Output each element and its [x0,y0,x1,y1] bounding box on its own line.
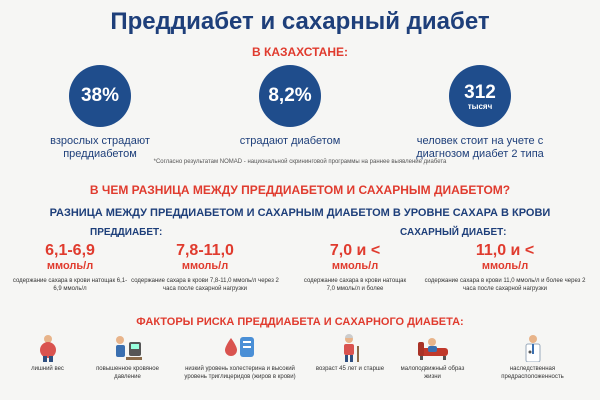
value-number: 7,8-11,0 [176,242,234,259]
value-unit: ммоль/л [46,260,94,272]
value-description: содержание сахара в крови 7,8-11,0 ммоль… [131,278,279,292]
value-number: 7,0 и < [329,242,381,259]
prediabetes-fasting-value: 6,1-6,9 ммоль/л содержание сахара в кров… [10,241,130,293]
elderly-person-icon [332,334,368,362]
risk-factor-heredity: наследственная предрасположенность [480,334,585,381]
stat-circle: 38% [69,65,131,127]
value-unit: ммоль/л [181,260,229,272]
sedentary-person-icon [415,334,451,362]
overweight-person-icon [30,334,66,362]
prediabetes-load-value: 7,8-11,0 ммоль/л содержание сахара в кро… [130,241,280,293]
doctor-icon [515,334,551,362]
risk-factors-title: ФАКТОРЫ РИСКА ПРЕДДИАБЕТА И САХАРНОГО ДИ… [136,316,464,328]
risk-factor-age: возраст 45 лет и старше [315,334,385,373]
risk-factor-label: возраст 45 лет и старше [315,366,385,372]
stat-value: 38% [80,85,120,106]
difference-question: В ЧЕМ РАЗНИЦА МЕЖДУ ПРЕДДИАБЕТОМ И САХАР… [89,183,511,197]
blood-drop-icon [222,334,258,362]
diabetes-load-value: 11,0 и < ммоль/л содержание сахара в кро… [420,241,590,293]
difference-subheading: РАЗНИЦА МЕЖДУ ПРЕДДИАБЕТОМ И САХАРНЫМ ДИ… [49,207,551,219]
blood-pressure-icon [110,334,146,362]
value-number: 11,0 и < [475,242,535,259]
value-unit: ммоль/л [481,260,529,272]
stat-description: взрослых страдают преддиабетом [50,135,150,160]
page-title: Преддиабет и сахарный диабет [110,8,490,35]
risk-factor-label: лишний вес [31,366,64,372]
risk-factor-label: наследственная предрасположенность [501,366,564,380]
value-description: содержание сахара в крови натощак 7,0 мм… [303,278,407,292]
stat-diabetes: 8,2% страдают диабетом [225,65,355,148]
footnote: *Согласно результатам NOMAD - национальн… [153,159,447,165]
stat-circle: 312 тысяч [449,65,511,127]
risk-factor-sedentary: малоподвижный образ жизни [395,334,470,381]
stat-description: человек стоит на учете с диагнозом диабе… [416,135,544,160]
stat-value: 8,2% [268,85,312,106]
stat-registered: 312 тысяч человек стоит на учете с диагн… [395,65,565,161]
value-description: содержание сахара в крови 11,0 ммоль/л и… [424,278,586,292]
value-description: содержание сахара в крови натощак 6,1-6,… [12,278,128,292]
risk-factor-overweight: лишний вес [15,334,80,373]
risk-factor-label: малоподвижный образ жизни [400,366,465,380]
stat-description: страдают диабетом [239,135,341,147]
stat-circle: 8,2% [259,65,321,127]
prediabetes-header: ПРЕДДИАБЕТ: [90,227,163,238]
region-subtitle: В КАЗАХСТАНЕ: [252,45,348,59]
risk-factor-blood-pressure: повышенное кровяное давление [85,334,170,381]
diabetes-fasting-value: 7,0 и < ммоль/л содержание сахара в кров… [300,241,410,293]
value-number: 6,1-6,9 [45,242,95,259]
risk-factor-cholesterol: низкий уровень холестерина и высокий уро… [175,334,305,381]
risk-factor-label: повышенное кровяное давление [96,366,159,380]
risk-factor-label: низкий уровень холестерина и высокий уро… [184,366,296,380]
value-unit: ммоль/л [331,260,379,272]
stat-value: 312 [464,81,496,103]
stat-prediabetes: 38% взрослых страдают преддиабетом [45,65,155,161]
stat-unit: тысяч [467,101,493,111]
diabetes-header: САХАРНЫЙ ДИАБЕТ: [400,227,507,238]
